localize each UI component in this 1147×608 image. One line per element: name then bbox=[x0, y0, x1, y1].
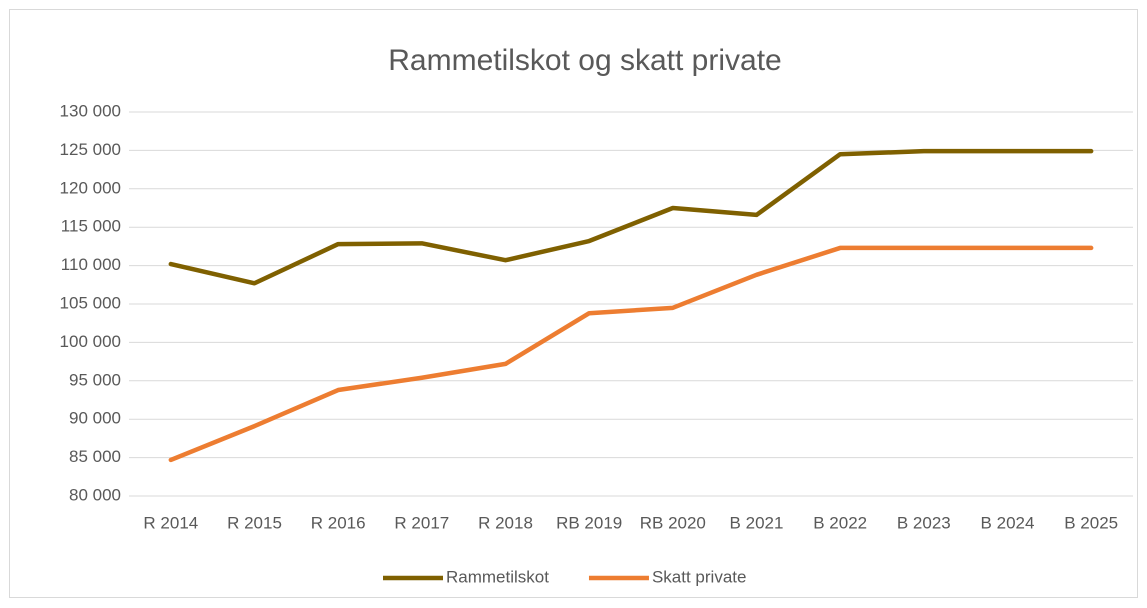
x-tick-label: R 2016 bbox=[311, 513, 366, 532]
x-tick-label: R 2015 bbox=[227, 513, 282, 532]
x-tick-label: B 2024 bbox=[981, 513, 1035, 532]
y-tick-label: 125 000 bbox=[60, 140, 121, 159]
y-tick-label: 105 000 bbox=[60, 293, 121, 312]
line-series bbox=[168, 245, 1094, 463]
x-tick-label: R 2018 bbox=[478, 513, 533, 532]
y-tick-label: 80 000 bbox=[69, 485, 121, 504]
legend-label: Rammetilskot bbox=[446, 567, 549, 586]
x-tick-label: R 2017 bbox=[394, 513, 449, 532]
x-tick-label: B 2023 bbox=[897, 513, 951, 532]
x-tick-label: RB 2019 bbox=[556, 513, 622, 532]
x-tick-label: B 2022 bbox=[813, 513, 867, 532]
y-tick-label: 110 000 bbox=[61, 255, 121, 274]
x-tick-label: R 2014 bbox=[143, 513, 198, 532]
y-tick-label: 95 000 bbox=[69, 370, 121, 389]
y-tick-label: 85 000 bbox=[69, 447, 121, 466]
x-tick-label: RB 2020 bbox=[640, 513, 706, 532]
chart-title: Rammetilskot og skatt private bbox=[388, 44, 781, 77]
y-tick-label: 100 000 bbox=[60, 332, 121, 351]
y-tick-label: 120 000 bbox=[60, 178, 121, 197]
x-tick-label: B 2021 bbox=[730, 513, 784, 532]
x-tick-label: B 2025 bbox=[1064, 513, 1118, 532]
legend-label: Skatt private bbox=[652, 567, 747, 586]
y-tick-label: 90 000 bbox=[69, 409, 121, 428]
y-tick-label: 115 000 bbox=[61, 217, 121, 236]
line-series bbox=[168, 148, 1094, 286]
y-tick-label: 130 000 bbox=[60, 101, 121, 120]
